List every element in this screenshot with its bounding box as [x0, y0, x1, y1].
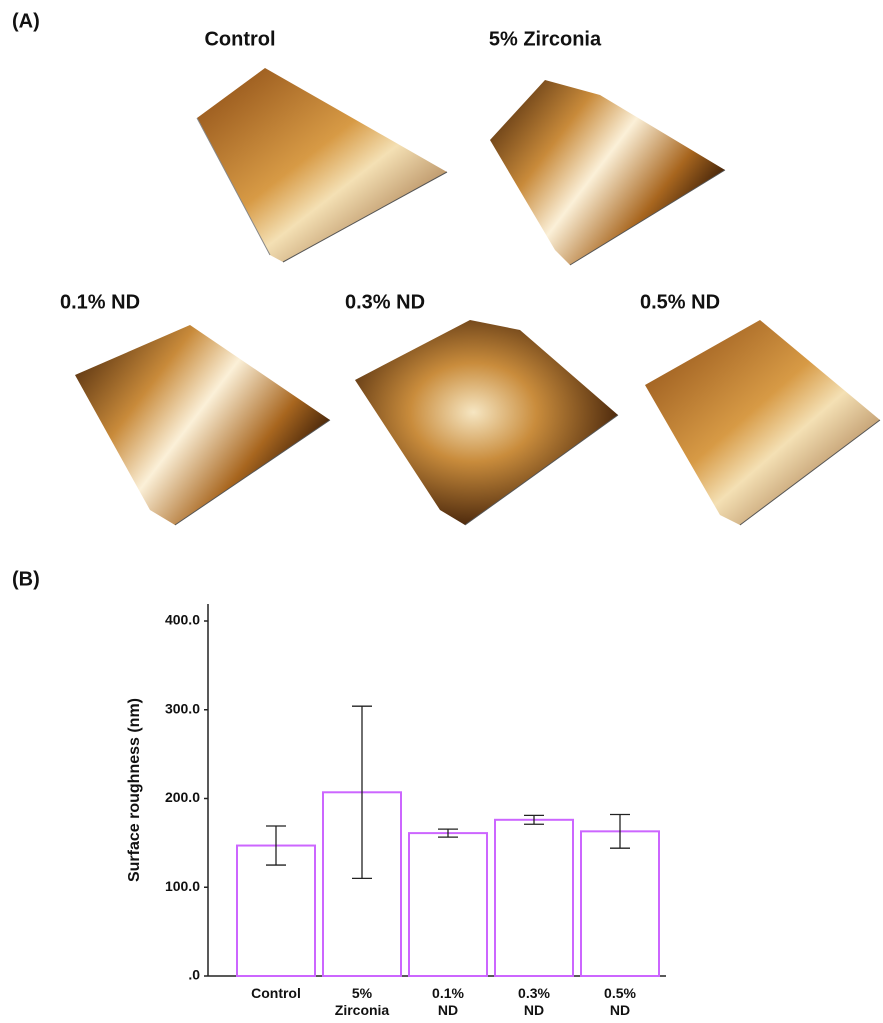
y-axis-label: Surface roughness (nm): [126, 698, 143, 882]
x-tick-label: 5%Zirconia: [335, 985, 390, 1018]
x-tick-label: Control: [251, 985, 301, 1001]
x-tick-label: 0.1%ND: [432, 985, 464, 1018]
image-title: 0.1% ND: [60, 291, 140, 313]
panel-label: (B): [12, 568, 40, 590]
panel-label: (A): [12, 10, 40, 32]
x-tick-label: 0.3%ND: [518, 985, 550, 1018]
y-tick-label: 300.0: [165, 700, 200, 716]
figure: (A) Control 5% Zirconia 0.1% ND 0.3% ND …: [0, 0, 883, 1023]
y-tick-label: 100.0: [165, 878, 200, 894]
afm-image: [490, 80, 725, 265]
afm-image: [645, 320, 880, 525]
image-title: 0.5% ND: [640, 291, 720, 313]
bar: [409, 833, 487, 976]
x-tick-label: 0.5%ND: [604, 985, 636, 1018]
y-tick-label: .0: [188, 967, 200, 983]
afm-image: [355, 320, 618, 525]
afm-image: [197, 68, 447, 262]
bar: [495, 820, 573, 976]
image-title: Control: [204, 28, 275, 50]
afm-image: [75, 325, 330, 525]
image-title: 0.3% ND: [345, 291, 425, 313]
y-tick-label: 200.0: [165, 789, 200, 805]
bar: [581, 831, 659, 976]
y-tick-label: 400.0: [165, 612, 200, 628]
image-title: 5% Zirconia: [489, 28, 602, 50]
